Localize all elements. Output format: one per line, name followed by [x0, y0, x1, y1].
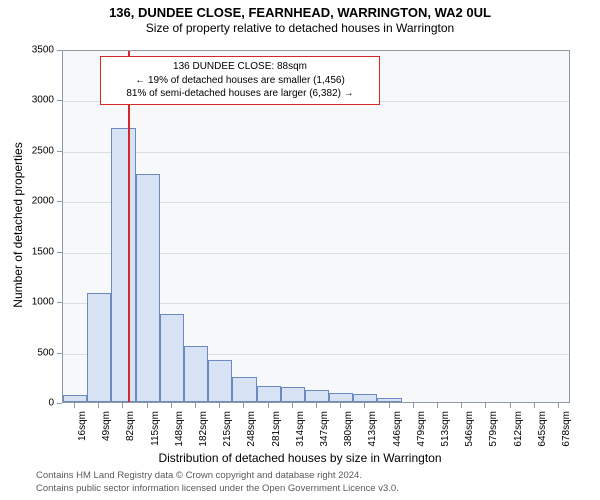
- y-tick-label: 3500: [24, 45, 54, 56]
- footer-line-2: Contains public sector information licen…: [36, 483, 399, 496]
- y-axis-label: Number of detached properties: [11, 125, 25, 325]
- y-tick-label: 1500: [24, 246, 54, 257]
- histogram-bar: [329, 393, 353, 402]
- histogram-bar: [232, 377, 256, 402]
- x-tick-mark: [243, 403, 244, 408]
- x-tick-mark: [534, 403, 535, 408]
- x-axis-label: Distribution of detached houses by size …: [0, 451, 600, 465]
- x-tick-mark: [340, 403, 341, 408]
- x-tick-mark: [171, 403, 172, 408]
- chart-title-line1: 136, DUNDEE CLOSE, FEARNHEAD, WARRINGTON…: [0, 5, 600, 20]
- y-tick-label: 2500: [24, 145, 54, 156]
- x-tick-mark: [510, 403, 511, 408]
- chart-title-line2: Size of property relative to detached ho…: [0, 21, 600, 35]
- histogram-bar: [353, 394, 377, 402]
- x-tick-mark: [268, 403, 269, 408]
- x-tick-mark: [98, 403, 99, 408]
- x-tick-mark: [413, 403, 414, 408]
- x-tick-mark: [389, 403, 390, 408]
- footer-line-1: Contains HM Land Registry data © Crown c…: [36, 470, 399, 483]
- chart-root: 136, DUNDEE CLOSE, FEARNHEAD, WARRINGTON…: [0, 0, 600, 500]
- histogram-bar: [136, 174, 160, 402]
- annotation-line-2: ← 19% of detached houses are smaller (1,…: [107, 74, 373, 88]
- histogram-bar: [111, 128, 135, 402]
- grid-line: [63, 152, 569, 153]
- x-tick-mark: [485, 403, 486, 408]
- footer-attribution: Contains HM Land Registry data © Crown c…: [36, 470, 399, 496]
- title-block: 136, DUNDEE CLOSE, FEARNHEAD, WARRINGTON…: [0, 5, 600, 35]
- histogram-bar: [305, 390, 329, 402]
- histogram-bar: [377, 398, 401, 402]
- y-tick-label: 3000: [24, 95, 54, 106]
- y-tick-label: 2000: [24, 196, 54, 207]
- annotation-line-1: 136 DUNDEE CLOSE: 88sqm: [107, 60, 373, 74]
- histogram-bar: [281, 387, 305, 402]
- histogram-bar: [184, 346, 208, 402]
- histogram-bar: [160, 314, 184, 402]
- histogram-bar: [63, 395, 87, 402]
- y-tick-label: 0: [24, 398, 54, 409]
- y-tick-mark: [57, 403, 62, 404]
- histogram-bar: [208, 360, 232, 402]
- annotation-line-3: 81% of semi-detached houses are larger (…: [107, 87, 373, 101]
- x-tick-mark: [292, 403, 293, 408]
- histogram-bar: [257, 386, 281, 402]
- x-tick-mark: [364, 403, 365, 408]
- x-tick-mark: [558, 403, 559, 408]
- x-tick-mark: [122, 403, 123, 408]
- x-tick-mark: [195, 403, 196, 408]
- y-tick-label: 1000: [24, 297, 54, 308]
- x-tick-mark: [316, 403, 317, 408]
- x-tick-mark: [147, 403, 148, 408]
- y-tick-label: 500: [24, 347, 54, 358]
- x-tick-mark: [219, 403, 220, 408]
- x-tick-mark: [437, 403, 438, 408]
- annotation-box: 136 DUNDEE CLOSE: 88sqm ← 19% of detache…: [100, 56, 380, 105]
- histogram-bar: [87, 293, 111, 402]
- x-tick-mark: [74, 403, 75, 408]
- x-tick-mark: [461, 403, 462, 408]
